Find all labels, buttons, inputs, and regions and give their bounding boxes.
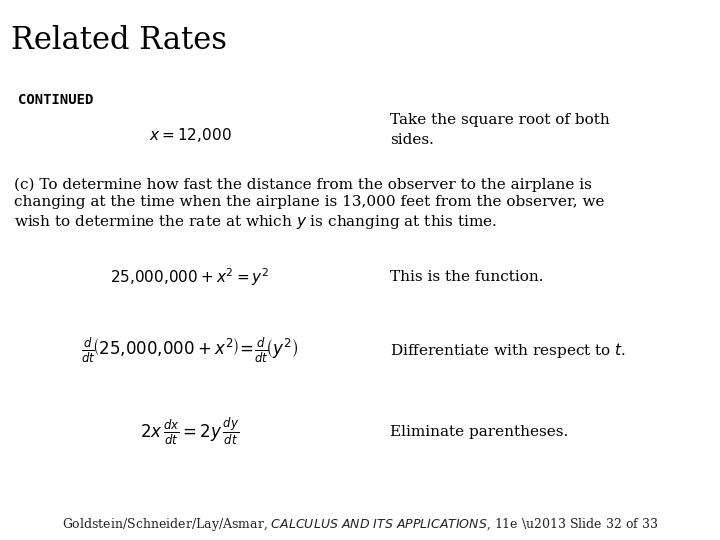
Text: Take the square root of both
sides.: Take the square root of both sides. bbox=[390, 113, 610, 147]
Text: changing at the time when the airplane is 13,000 feet from the observer, we: changing at the time when the airplane i… bbox=[14, 195, 605, 209]
Text: Differentiate with respect to $t$.: Differentiate with respect to $t$. bbox=[390, 341, 626, 360]
Text: Related Rates: Related Rates bbox=[11, 25, 227, 56]
Text: $2x\,\frac{dx}{dt}=2y\,\frac{dy}{dt}$: $2x\,\frac{dx}{dt}=2y\,\frac{dy}{dt}$ bbox=[140, 416, 240, 448]
Text: $\frac{d}{dt}\!\left(25{,}000{,}000+x^2\right)\!=\!\frac{d}{dt}\!\left(y^2\right: $\frac{d}{dt}\!\left(25{,}000{,}000+x^2\… bbox=[81, 336, 299, 365]
Text: (c) To determine how fast the distance from the observer to the airplane is: (c) To determine how fast the distance f… bbox=[14, 178, 592, 192]
Text: $25{,}000{,}000+x^2=y^2$: $25{,}000{,}000+x^2=y^2$ bbox=[110, 266, 269, 288]
Text: This is the function.: This is the function. bbox=[390, 270, 544, 284]
Text: CONTINUED: CONTINUED bbox=[18, 93, 94, 107]
Text: Eliminate parentheses.: Eliminate parentheses. bbox=[390, 426, 568, 440]
Text: Goldstein/Schneider/Lay/Asmar, $\mathit{CALCULUS\ AND\ ITS\ APPLICATIONS}$, 11e : Goldstein/Schneider/Lay/Asmar, $\mathit{… bbox=[62, 516, 658, 532]
Text: $x=12,\!000$: $x=12,\!000$ bbox=[148, 126, 231, 145]
Text: wish to determine the rate at which $y$ is changing at this time.: wish to determine the rate at which $y$ … bbox=[14, 213, 498, 231]
